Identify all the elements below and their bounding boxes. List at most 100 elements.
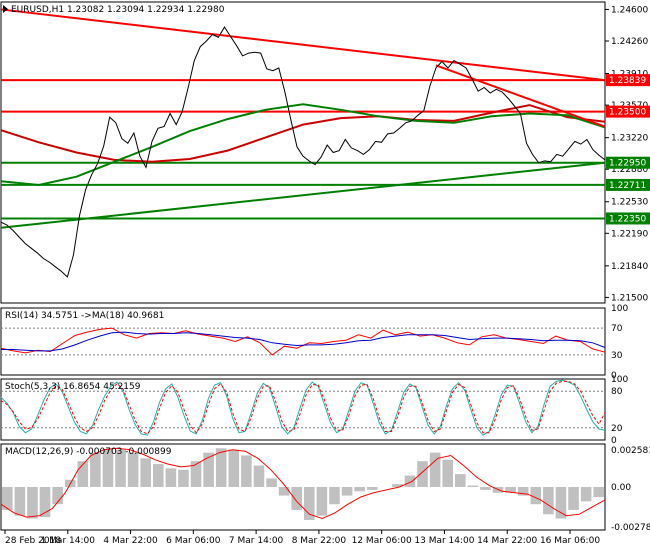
main-y-tick-label: 1.22530 bbox=[611, 198, 648, 208]
main-y-tick-label: 1.21840 bbox=[611, 262, 648, 272]
macd-histogram-bar bbox=[316, 487, 328, 516]
rsi-y-tick-label: 30 bbox=[611, 351, 623, 361]
level-price-label-2: 1.22950 bbox=[609, 159, 646, 169]
rsi-label: RSI(14) 34.5751 ->MA(18) 40.9681 bbox=[5, 311, 164, 321]
macd-y-tick-label: 0.00 bbox=[611, 483, 631, 493]
x-tick-label: 16 Mar 06:00 bbox=[540, 536, 600, 546]
level-price-label-1: 1.23500 bbox=[609, 108, 646, 118]
macd-histogram-bar bbox=[480, 487, 491, 490]
level-price-label-3: 1.22711 bbox=[609, 181, 646, 191]
macd-histogram-bar bbox=[190, 461, 202, 487]
macd-histogram-bar bbox=[455, 474, 466, 487]
macd-label: MACD(12,26,9) -0.000703 -0.000899 bbox=[5, 447, 172, 457]
macd-histogram-bar bbox=[241, 455, 252, 487]
level-price-box-0 bbox=[606, 74, 650, 87]
moving-average-1 bbox=[0, 103, 606, 187]
rsi-y-tick-label: 0 bbox=[611, 371, 617, 381]
rsi-y-tick-label: 100 bbox=[611, 304, 628, 314]
macd-histogram-bar bbox=[153, 464, 164, 487]
x-tick-label: 6 Mar 06:00 bbox=[166, 536, 221, 546]
level-price-label-4: 1.22350 bbox=[609, 214, 646, 224]
macd-histogram-bar bbox=[52, 487, 63, 505]
level-price-box-2 bbox=[606, 156, 650, 169]
macd-histogram-bar bbox=[77, 461, 89, 487]
main-y-tick-label: 1.24600 bbox=[611, 5, 648, 15]
stoch-y-tick-label: 100 bbox=[611, 375, 628, 385]
stoch-d-line bbox=[0, 380, 606, 435]
main-y-tick-label: 1.22880 bbox=[611, 165, 648, 175]
main-y-tick-label: 1.23220 bbox=[611, 134, 648, 144]
stoch-y-tick-label: 80 bbox=[611, 387, 623, 397]
macd-histogram-bar bbox=[291, 487, 302, 510]
trendline-0 bbox=[0, 8, 606, 82]
main-y-tick-label: 1.21500 bbox=[611, 293, 648, 303]
trendline-2 bbox=[0, 161, 606, 229]
x-tick-label: 8 Mar 22:00 bbox=[292, 536, 347, 546]
x-tick-label: 28 Feb 2018 bbox=[5, 536, 61, 546]
macd-y-tick-label: -0.002781 bbox=[611, 523, 650, 533]
x-tick-label: 12 Mar 06:00 bbox=[352, 536, 412, 546]
macd-histogram-bar bbox=[442, 459, 453, 487]
level-price-box-1 bbox=[606, 105, 650, 118]
level-price-box-4 bbox=[606, 212, 650, 225]
macd-histogram-bar bbox=[505, 487, 516, 493]
macd-histogram-bar bbox=[140, 458, 151, 487]
macd-histogram-bar bbox=[27, 487, 38, 519]
main-y-tick-label: 1.22190 bbox=[611, 229, 648, 239]
macd-signal-line bbox=[0, 447, 606, 520]
macd-histogram-bar bbox=[568, 487, 579, 510]
macd-histogram-bar bbox=[253, 465, 265, 487]
trendline-1 bbox=[435, 64, 606, 128]
macd-histogram-bar bbox=[392, 484, 403, 487]
stoch-k-line bbox=[0, 379, 606, 436]
macd-histogram-bar bbox=[341, 487, 353, 496]
macd-histogram-bar bbox=[278, 487, 290, 496]
level-price-box-3 bbox=[606, 178, 650, 191]
moving-average-0 bbox=[0, 104, 606, 163]
macd-histogram-bar bbox=[228, 449, 240, 487]
x-tick-label: 7 Mar 14:00 bbox=[229, 536, 284, 546]
macd-histogram-bar bbox=[14, 487, 26, 516]
main-y-tick-label: 1.24260 bbox=[611, 37, 648, 47]
macd-histogram-bar bbox=[90, 452, 101, 487]
macd-histogram-bar bbox=[354, 487, 365, 492]
price-line bbox=[0, 26, 606, 278]
macd-histogram-bar bbox=[2, 487, 13, 510]
level-price-label-0: 1.23839 bbox=[609, 76, 646, 86]
title-marker-icon bbox=[3, 5, 8, 13]
x-tick-label: 1 Mar 14:00 bbox=[41, 536, 96, 546]
macd-histogram-bar bbox=[165, 468, 177, 487]
macd-histogram-bar bbox=[580, 487, 592, 502]
macd-histogram-bar bbox=[39, 487, 51, 518]
macd-histogram-bar bbox=[127, 452, 139, 487]
stoch-label: Stoch(5,3,3) 16.8654 45.2159 bbox=[5, 382, 141, 392]
rsi-pane-frame bbox=[0, 307, 606, 376]
macd-y-tick-label: 0.002581 bbox=[611, 446, 650, 456]
x-tick-label: 14 Mar 22:00 bbox=[477, 536, 537, 546]
macd-histogram-bar bbox=[266, 478, 277, 487]
stoch-y-tick-label: 0 bbox=[611, 436, 617, 446]
macd-histogram-bar bbox=[178, 469, 189, 487]
macd-histogram-bar bbox=[304, 487, 315, 520]
macd-histogram-bar bbox=[543, 487, 554, 515]
macd-histogram-bar bbox=[517, 487, 529, 496]
rsi-series-1 bbox=[1, 331, 606, 352]
macd-histogram-bar bbox=[404, 475, 416, 487]
macd-histogram-bar bbox=[429, 452, 441, 487]
macd-histogram-bar bbox=[102, 449, 114, 487]
rsi-y-tick-label: 70 bbox=[611, 324, 623, 334]
macd-histogram-bar bbox=[215, 448, 227, 487]
x-tick-label: 4 Mar 22:00 bbox=[103, 536, 158, 546]
macd-histogram-bar bbox=[467, 485, 479, 487]
x-tick-label: 13 Mar 14:00 bbox=[414, 536, 474, 546]
macd-histogram-bar bbox=[329, 487, 340, 505]
main-title: EURUSD,H1 1.23082 1.23094 1.22934 1.2298… bbox=[11, 5, 225, 15]
macd-histogram-bar bbox=[593, 487, 604, 498]
macd-histogram-bar bbox=[417, 461, 428, 487]
macd-histogram-bar bbox=[555, 487, 567, 519]
macd-histogram-bar bbox=[203, 452, 214, 487]
macd-histogram-bar bbox=[530, 487, 542, 505]
macd-pane-frame bbox=[0, 443, 606, 531]
